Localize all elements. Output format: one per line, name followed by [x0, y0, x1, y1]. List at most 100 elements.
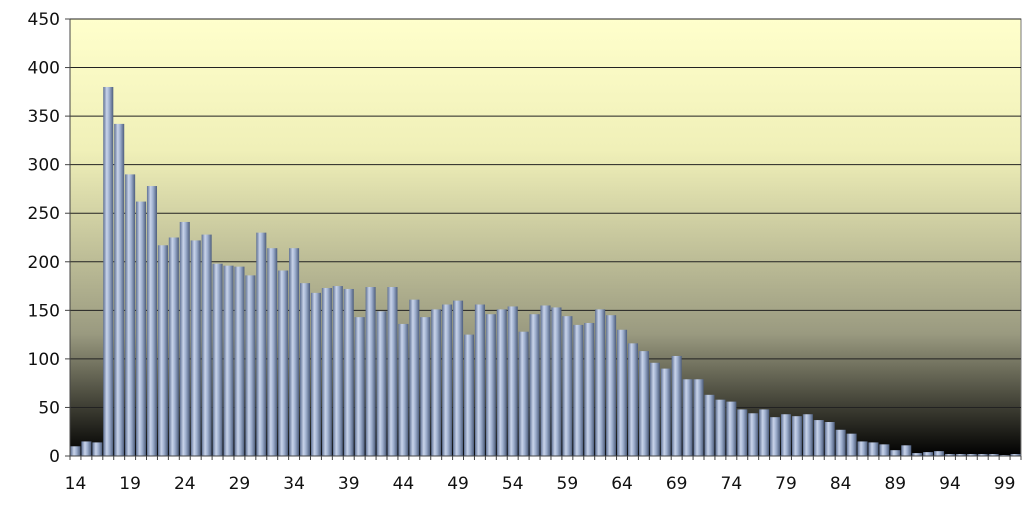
bar-57	[540, 305, 551, 456]
y-tick-label: 150	[28, 301, 60, 321]
bar-100	[1010, 454, 1021, 456]
y-tick-label: 200	[28, 253, 60, 273]
bar-17	[103, 86, 114, 456]
bar-66	[638, 351, 649, 456]
bar-25	[190, 240, 201, 456]
bar-69	[671, 355, 682, 456]
bar-52	[485, 314, 496, 456]
bar-83	[824, 422, 835, 456]
bar-58	[551, 307, 562, 456]
bar-27	[212, 263, 223, 456]
bar-41	[365, 287, 376, 456]
bar-95	[955, 454, 966, 456]
y-tick-label: 300	[28, 156, 60, 176]
x-tick-label: 44	[393, 474, 415, 494]
bar-45	[409, 299, 420, 456]
bar-59	[562, 316, 573, 456]
bar-88	[879, 444, 890, 456]
bar-68	[660, 368, 671, 456]
bar-67	[649, 362, 660, 456]
y-tick-label: 50	[38, 398, 60, 418]
bar-21	[146, 186, 158, 456]
bar-56	[529, 314, 540, 456]
bar-54	[507, 306, 518, 456]
bar-91	[912, 453, 923, 456]
bar-98	[988, 454, 999, 456]
bar-75	[737, 409, 748, 456]
bar-38	[332, 286, 343, 456]
x-tick-label: 29	[229, 474, 251, 494]
bar-30	[245, 275, 256, 456]
bar-76	[748, 413, 759, 456]
bar-22	[157, 245, 168, 456]
bar-20	[136, 201, 147, 456]
y-tick-label: 350	[28, 107, 60, 127]
bar-86	[857, 441, 868, 456]
bar-93	[933, 451, 945, 456]
bar-74	[726, 401, 737, 456]
bar-44	[398, 323, 409, 456]
bar-32	[267, 248, 278, 456]
x-tick-label: 24	[174, 474, 196, 494]
y-axis-tick-labels: 0 50 100 150 200 250 300 350 400 450	[28, 10, 60, 467]
bar-14	[70, 446, 81, 456]
bars	[70, 86, 1021, 456]
bar-60	[573, 324, 584, 456]
bar-24	[179, 221, 190, 456]
x-tick-label: 79	[775, 474, 797, 494]
bar-15	[81, 441, 92, 456]
bar-36	[310, 292, 321, 456]
bar-62	[595, 309, 606, 456]
bar-72	[704, 394, 715, 456]
bar-94	[944, 454, 955, 456]
bar-35	[299, 283, 311, 456]
x-tick-label: 64	[611, 474, 633, 494]
bar-39	[343, 288, 354, 456]
bar-79	[780, 414, 792, 456]
bar-46	[420, 317, 431, 456]
bar-47	[431, 309, 442, 456]
bar-29	[234, 266, 245, 456]
y-tick-label: 100	[28, 350, 60, 370]
x-axis-tick-labels: 14 19 24 29 34 39 44 49 54 59 64 69 74 79 84 89 94 99	[65, 474, 1016, 494]
bar-34	[289, 248, 300, 456]
x-tick-label: 74	[721, 474, 743, 494]
x-tick-label: 59	[557, 474, 579, 494]
bar-18	[114, 123, 125, 456]
y-tick-label: 0	[49, 447, 60, 467]
bar-85	[846, 433, 857, 456]
bar-80	[791, 416, 802, 456]
bar-55	[518, 331, 529, 456]
bar-77	[759, 409, 770, 456]
bar-64	[616, 329, 628, 456]
bar-63	[606, 315, 617, 456]
bar-48	[442, 304, 453, 456]
y-tick-label: 250	[28, 204, 60, 224]
bar-89	[890, 450, 901, 456]
bar-33	[278, 270, 289, 456]
x-tick-label: 34	[283, 474, 305, 494]
bar-28	[223, 265, 234, 456]
bar-37	[321, 288, 332, 456]
bar-82	[813, 420, 824, 456]
bar-90	[901, 445, 912, 456]
bar-81	[802, 414, 813, 456]
x-tick-label: 14	[65, 474, 87, 494]
bar-42	[376, 311, 387, 456]
bar-73	[715, 399, 726, 456]
y-tick-label: 450	[28, 10, 60, 30]
bar-97	[977, 454, 988, 456]
x-tick-label: 39	[338, 474, 360, 494]
bar-50	[463, 334, 475, 456]
bar-19	[125, 174, 136, 456]
bar-40	[354, 317, 365, 456]
x-tick-label: 69	[666, 474, 688, 494]
x-tick-label: 49	[447, 474, 469, 494]
x-tick-label: 54	[502, 474, 524, 494]
x-tick-label: 19	[119, 474, 141, 494]
bar-92	[923, 452, 934, 456]
bar-65	[627, 343, 638, 456]
bar-61	[584, 322, 595, 456]
bar-16	[92, 442, 103, 456]
